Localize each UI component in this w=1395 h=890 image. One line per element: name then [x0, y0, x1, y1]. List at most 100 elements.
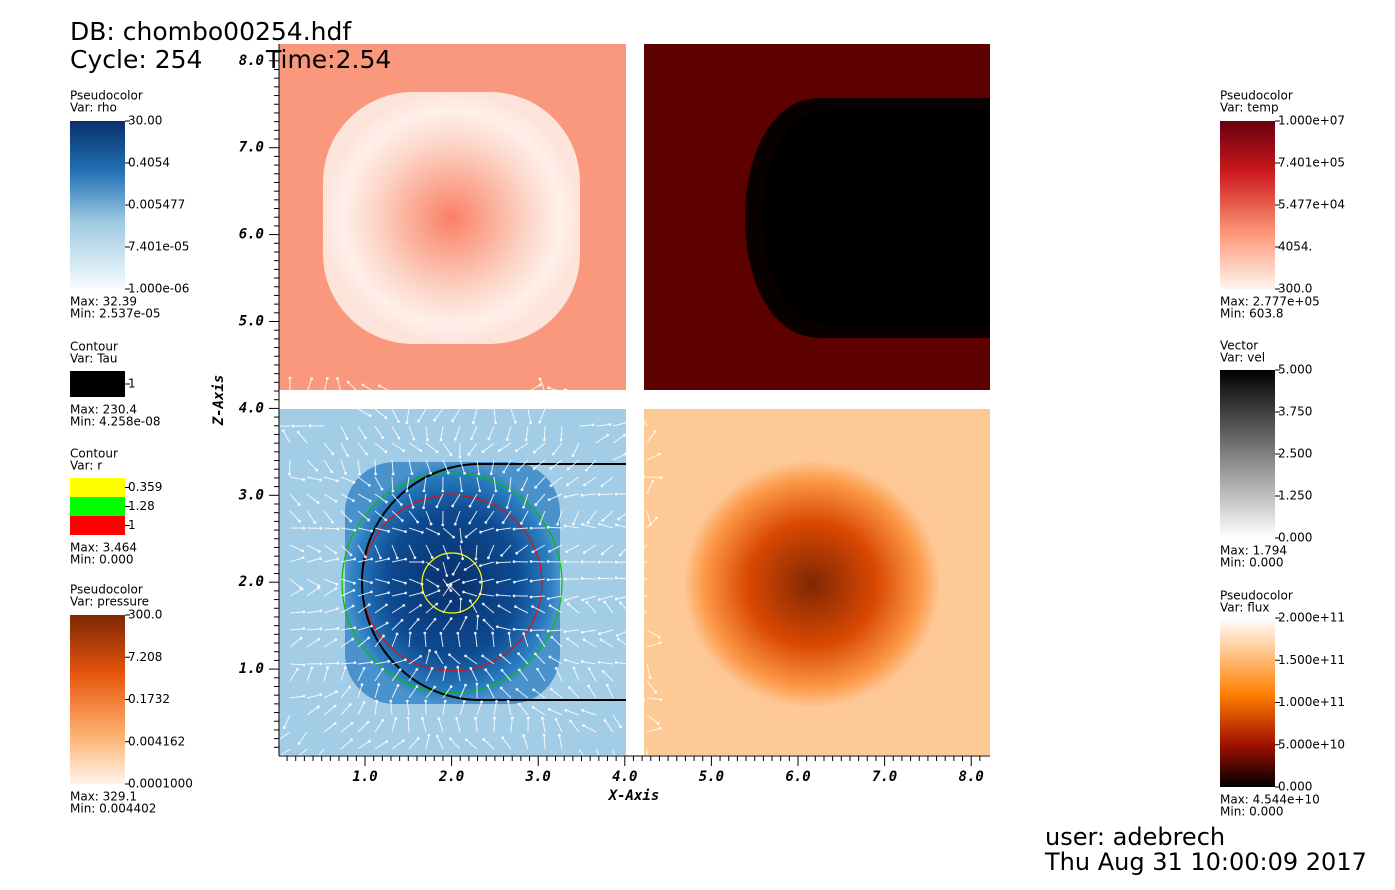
arrow-head	[524, 438, 528, 442]
arrow-head	[648, 676, 652, 680]
arrow-head	[586, 521, 590, 524]
vector-arrow	[578, 748, 588, 761]
vector-arrow	[583, 725, 597, 733]
vector-arrow	[340, 476, 355, 483]
legend-min: Min: 0.004402	[70, 802, 156, 816]
arrow-head	[302, 610, 306, 614]
level-swatch	[70, 371, 125, 397]
vector-arrow	[289, 628, 304, 631]
vector-arrow	[408, 686, 418, 699]
arrow-head	[495, 625, 499, 629]
arrow-head	[430, 556, 434, 559]
arrow-head	[585, 600, 589, 604]
vector-arrow	[547, 629, 563, 632]
colorbar-label: 0.000	[1278, 780, 1312, 794]
arrow-head	[659, 698, 663, 702]
arrow-head	[444, 665, 447, 669]
vector-arrow	[598, 577, 614, 580]
arrow-head	[353, 528, 357, 532]
colorbar-label: 300.0	[128, 608, 162, 622]
vector-arrow	[470, 425, 478, 440]
arrow-head	[474, 557, 478, 561]
vector-arrow	[425, 686, 436, 699]
arrow-head	[629, 393, 633, 397]
vector-arrow	[646, 510, 651, 525]
arrow-head	[529, 421, 533, 425]
arrow-head	[532, 450, 536, 454]
vector-arrow	[604, 720, 614, 733]
vector-arrow	[374, 660, 389, 665]
level-swatch	[70, 478, 125, 497]
vector-arrow	[612, 391, 627, 394]
arrow-head	[616, 637, 620, 641]
vector-arrow	[565, 595, 580, 601]
arrow-head	[581, 709, 585, 712]
arrow-head	[529, 628, 533, 632]
arrow-head	[614, 523, 618, 527]
arrow-head	[581, 598, 584, 602]
arrow-head	[548, 655, 552, 659]
vector-arrow	[323, 608, 338, 614]
vector-arrow	[374, 701, 378, 716]
vector-arrow	[620, 602, 631, 614]
arrow-head	[572, 522, 575, 526]
arrow-head	[578, 393, 582, 397]
arrow-head	[659, 391, 663, 395]
vector-arrow	[646, 727, 661, 733]
legend-max: Max: 2.777e+05	[1220, 295, 1320, 309]
arrow-head	[381, 718, 385, 722]
arrow-head	[353, 661, 357, 665]
arrow-head	[335, 607, 339, 611]
vector-arrow	[357, 408, 371, 417]
arrow-head	[514, 449, 518, 453]
vector-arrow	[440, 633, 444, 648]
arrow-head	[475, 682, 479, 686]
arrow-head	[603, 600, 606, 604]
arrow-head	[351, 499, 355, 503]
arrow-head	[533, 652, 537, 656]
arrow-head	[587, 667, 591, 671]
vector-arrow	[456, 718, 461, 733]
vector-arrow	[323, 667, 329, 682]
vector-arrow	[390, 701, 393, 716]
z-axis-label: Z-Axis	[211, 375, 227, 427]
vector-arrow	[306, 578, 320, 587]
vector-arrow	[283, 714, 291, 728]
arrow-head	[405, 489, 409, 493]
arrow-head	[563, 388, 567, 392]
legend-plot: Contour	[70, 447, 118, 461]
arrow-head	[429, 471, 433, 475]
arrow-head	[395, 556, 399, 560]
legend-var: Var: vel	[1220, 351, 1265, 365]
arrow-head	[600, 484, 604, 488]
arrow-head	[478, 592, 482, 596]
vector-arrow	[357, 668, 365, 682]
arrow-head	[603, 719, 607, 722]
vector-arrow	[323, 639, 337, 648]
arrow-head	[421, 717, 424, 720]
vector-arrow	[496, 561, 512, 564]
vector-arrow	[442, 561, 448, 576]
arrow-head	[416, 737, 420, 740]
arrow-head	[549, 687, 553, 691]
vector-arrow	[423, 493, 427, 508]
vector-arrow	[408, 669, 418, 682]
arrow-head	[482, 618, 486, 622]
x-axis-label: X-Axis	[608, 788, 660, 804]
vector-arrow	[632, 561, 648, 564]
arrow-head	[634, 603, 638, 607]
arrow-head	[302, 526, 306, 530]
vector-arrow	[425, 590, 440, 597]
vector-arrow	[374, 741, 388, 750]
arrow-head	[494, 421, 498, 425]
legend-var: Var: rho	[70, 101, 117, 115]
vector-arrow	[465, 655, 478, 665]
arrow-head	[451, 572, 455, 576]
vector-arrow	[374, 408, 387, 419]
arrow-head	[336, 627, 340, 630]
vector-arrow	[629, 454, 644, 461]
arrow-head	[631, 561, 635, 565]
vector-arrow	[323, 459, 333, 473]
vector-arrow	[459, 701, 465, 716]
vector-arrow	[289, 544, 303, 552]
